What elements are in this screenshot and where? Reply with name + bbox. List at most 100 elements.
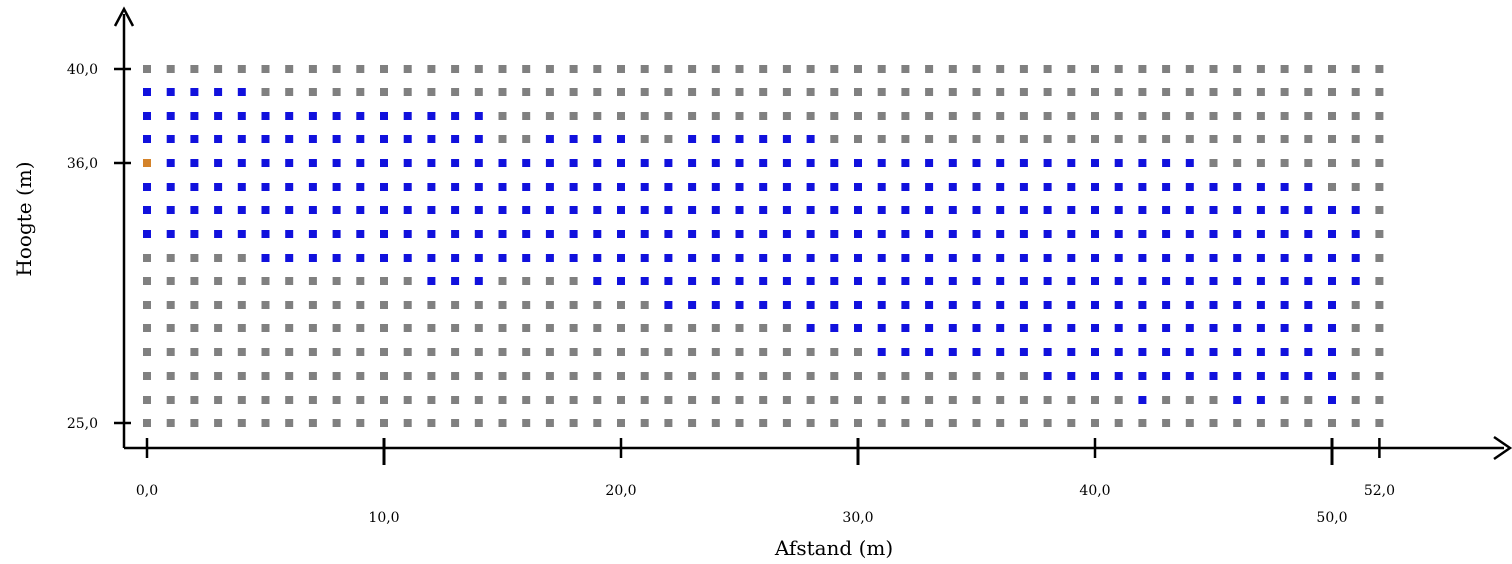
point-blue [1304,230,1313,238]
point-gray [380,372,388,380]
x-tick-label: 0,0 [136,483,158,499]
point-blue [806,135,815,143]
point-gray [308,277,317,285]
point-gray [782,348,791,356]
point-gray [214,396,223,404]
point-gray [617,88,625,96]
point-blue [640,230,649,238]
point-blue [782,159,791,167]
point-gray [214,254,223,262]
point-blue [308,206,317,214]
point-blue [735,254,744,262]
point-gray [166,396,175,404]
point-gray [356,277,365,285]
point-gray [901,372,910,380]
point-blue [735,159,744,167]
point-gray [498,277,507,285]
point-blue [711,230,720,238]
point-blue [759,277,768,285]
point-gray [545,112,554,120]
point-blue [972,183,981,191]
point-gray [427,301,436,309]
point-blue [143,206,151,214]
point-blue [1233,230,1242,238]
point-blue [545,159,554,167]
point-gray [782,396,791,404]
point-gray [617,65,625,73]
point-blue [688,159,697,167]
point-gray [545,396,554,404]
point-gray [617,301,625,309]
point-blue [545,254,554,262]
point-gray [214,301,223,309]
point-blue [1043,230,1052,238]
point-blue [925,348,934,356]
point-gray [1162,65,1171,73]
point-gray [1351,112,1360,120]
point-gray [143,301,151,309]
point-gray [640,112,649,120]
point-blue [1019,254,1028,262]
point-blue [1043,324,1052,332]
point-gray [545,348,554,356]
point-blue [688,277,697,285]
point-gray [664,88,673,96]
point-gray [1304,396,1313,404]
point-blue [711,277,720,285]
point-gray [640,324,649,332]
point-blue [688,183,697,191]
point-gray [688,112,697,120]
point-blue [569,230,578,238]
point-gray [1162,396,1171,404]
point-gray [664,348,673,356]
point-blue [261,254,270,262]
point-gray [996,112,1005,120]
point-gray [498,112,507,120]
point-blue [996,324,1005,332]
point-blue [640,183,649,191]
y-ticks: 25,0 36,0 40,0 [67,62,131,432]
point-blue [1067,324,1076,332]
point-blue [1043,372,1052,380]
point-blue [925,301,934,309]
point-gray [237,348,246,356]
point-gray [498,65,507,73]
point-gray [877,396,886,404]
point-gray [688,65,697,73]
point-blue [190,183,199,191]
point-gray [593,65,602,73]
point-gray [498,135,507,143]
point-blue [1091,372,1099,380]
point-gray [356,348,365,356]
point-blue [522,206,531,214]
y-tick-label: 36,0 [67,156,98,172]
point-blue [854,324,862,332]
point-gray [1328,135,1336,143]
point-gray [190,348,199,356]
point-gray [617,396,625,404]
point-gray [806,419,815,427]
point-gray [474,88,483,96]
point-blue [877,348,886,356]
point-gray [640,372,649,380]
point-blue [1138,277,1147,285]
point-gray [380,88,388,96]
point-blue [925,277,934,285]
point-blue [782,301,791,309]
point-gray [1375,419,1384,427]
point-blue [1256,372,1265,380]
point-blue [261,112,270,120]
point-blue [308,183,317,191]
point-gray [285,396,294,404]
point-gray [711,65,720,73]
point-gray [308,324,317,332]
point-gray [261,277,270,285]
point-blue [806,206,815,214]
point-gray [854,419,862,427]
point-gray [380,419,388,427]
point-gray [1091,65,1099,73]
point-gray [1209,112,1218,120]
point-blue [972,206,981,214]
point-gray [640,135,649,143]
point-gray [403,324,412,332]
